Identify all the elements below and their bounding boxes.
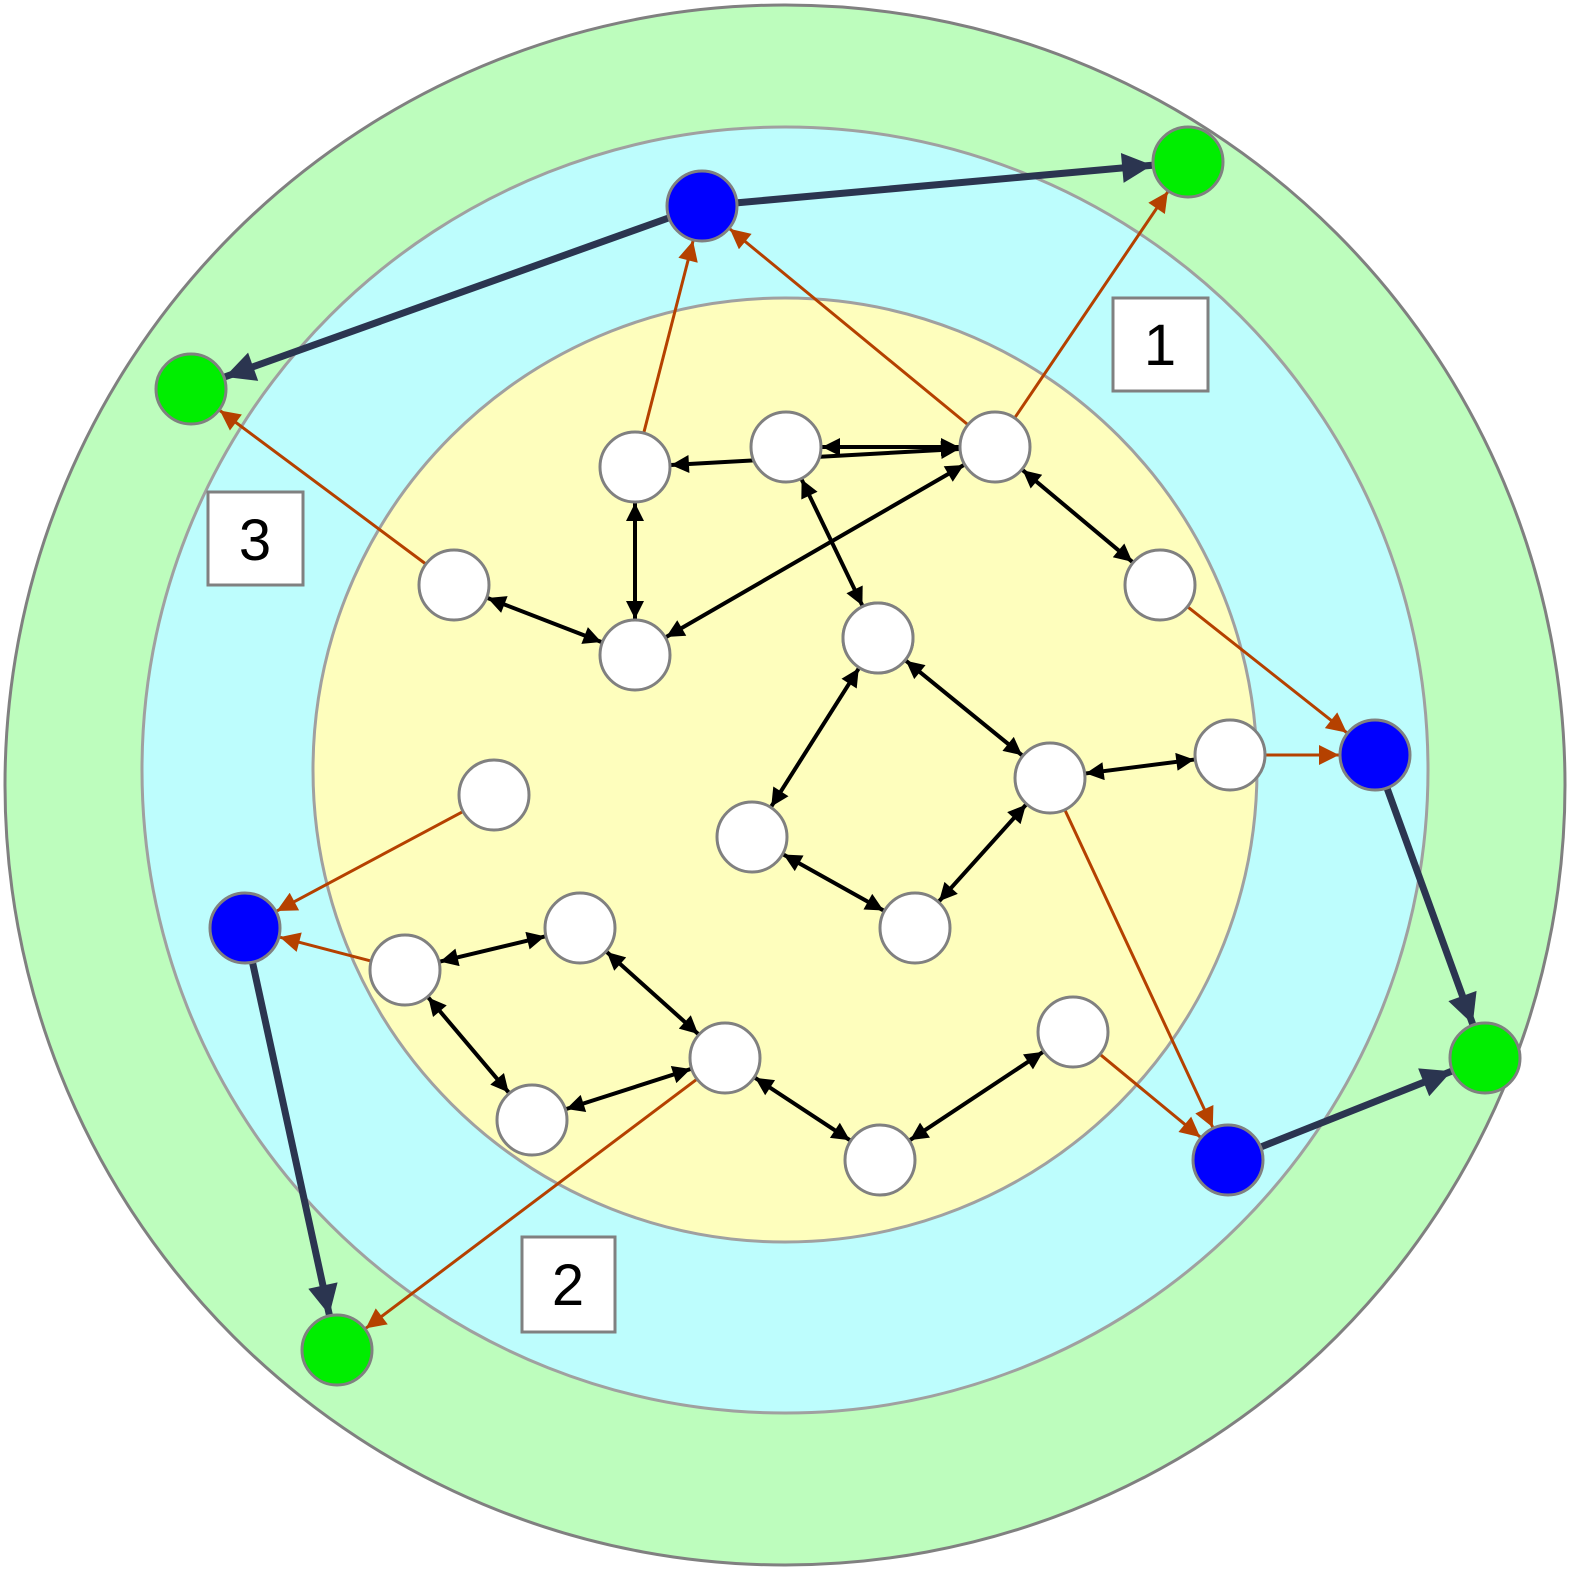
white-node-w10 [457,758,531,832]
white-node-w9 [1193,718,1267,792]
bidirectional-edge-w18-w19 [908,1050,1045,1142]
bidirectional-edge-w12-w13 [782,852,885,913]
directed-edge-w2-b1 [642,240,698,433]
directed-edge-w19-b4 [1099,1053,1202,1139]
directed-edge-w5-g2 [218,409,427,565]
white-node-w1 [749,410,823,484]
box-3: 3 [206,490,305,587]
bidirectional-edge-w3-w7 [1021,468,1134,564]
blue-node-b2 [1338,718,1412,792]
white-node-w19 [1036,995,1110,1069]
blue-node-b3 [208,891,282,965]
green-node-g2 [154,352,228,426]
primary-edge-b3-g4 [249,962,338,1316]
bidirectional-edge-w11-w9 [1085,752,1195,781]
primary-edge-b1-g2 [223,214,670,381]
box-2-label: 2 [552,1253,584,1318]
directed-edge-w14-b3 [279,932,371,963]
bidirectional-edge-w14-w15 [439,931,546,967]
bidirectional-edge-w14-w16 [426,996,511,1094]
primary-edge-b4-g3 [1260,1068,1453,1150]
white-node-w12 [715,800,789,874]
white-node-w7 [1123,548,1197,622]
bidirectional-edge-w16-w17 [565,1065,692,1113]
box-1-label: 1 [1144,313,1176,378]
box-1: 1 [1111,296,1210,393]
primary-edge-b2-g3 [1383,787,1477,1026]
bidirectional-edge-w8-w11 [904,659,1024,757]
edges-layer [218,153,1477,1330]
green-node-g4 [300,1313,374,1387]
white-node-w8 [841,601,915,675]
primary-edge-b1-g1 [737,153,1153,207]
bidirectional-edge-w15-w17 [605,950,700,1036]
white-node-w11 [1013,741,1087,815]
white-node-w18 [843,1123,917,1197]
bidirectional-edge-w4-w5 [486,596,603,644]
bidirectional-edge-w13-w11 [937,803,1028,903]
directed-edge-w10-b3 [276,810,463,913]
directed-edge-w11-b4 [1063,809,1215,1129]
bidirectional-edge-w1-w8 [799,478,865,607]
white-node-w16 [495,1083,569,1157]
white-node-w5 [417,548,491,622]
white-node-w2 [598,430,672,504]
directed-edge-w17-g4 [364,1078,698,1330]
white-node-w13 [878,891,952,965]
green-node-g1 [1151,125,1225,199]
white-node-w17 [688,1021,762,1095]
directed-edge-w7-b2 [1187,606,1348,734]
directed-edge-w3-b1 [728,227,969,426]
white-node-w4 [598,618,672,692]
box-3-label: 3 [239,508,271,573]
white-node-w15 [543,891,617,965]
bidirectional-edge-w17-w18 [753,1076,852,1142]
box-2: 2 [520,1235,617,1334]
blue-node-b1 [665,169,739,243]
bidirectional-edge-w8-w12 [769,667,861,808]
nodes-layer [154,125,1522,1387]
green-node-g3 [1448,1021,1522,1095]
directed-edge-w3-g1 [1013,190,1170,419]
white-node-w14 [368,933,442,1007]
blue-node-b4 [1191,1123,1265,1197]
white-node-w3 [958,410,1032,484]
